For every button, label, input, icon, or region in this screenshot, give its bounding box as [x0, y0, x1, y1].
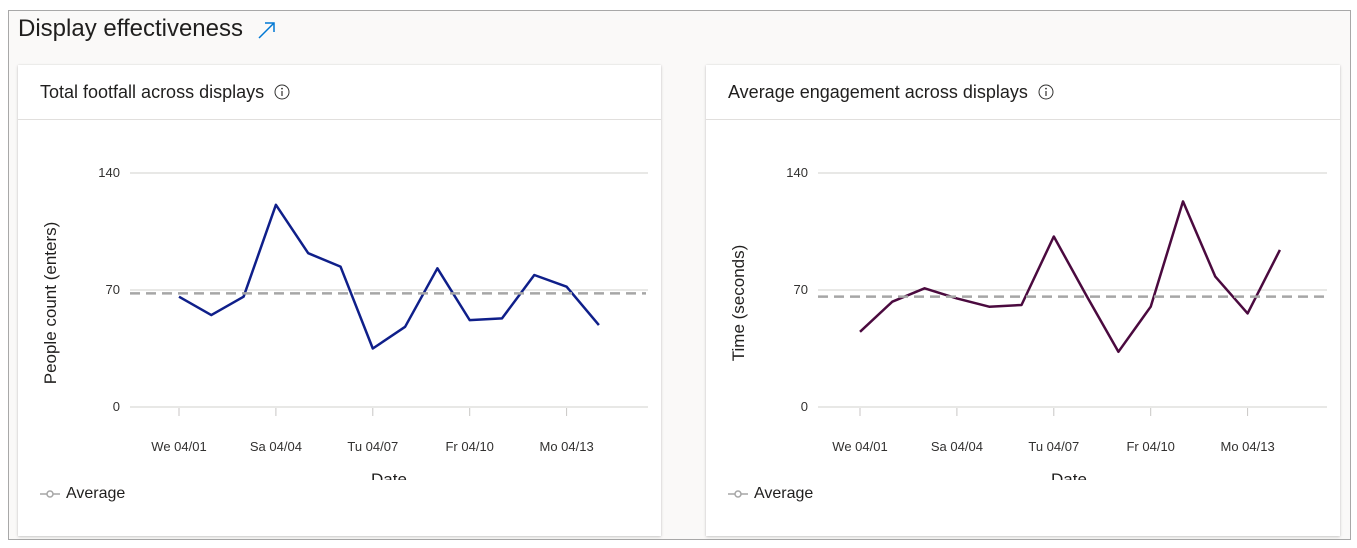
- x-tick-label: Tu 04/07: [1028, 439, 1079, 454]
- arrow-up-right-icon[interactable]: [257, 19, 277, 39]
- x-tick-label: We 04/01: [151, 439, 206, 454]
- x-axis-title: Date: [371, 470, 407, 480]
- y-tick-label: 140: [98, 165, 120, 180]
- legend-label: Average: [754, 485, 814, 502]
- info-icon[interactable]: [274, 84, 290, 100]
- card-title: Total footfall across displays: [40, 81, 265, 102]
- x-tick-label: Sa 04/04: [250, 439, 302, 454]
- legend-marker-icon: [40, 490, 60, 498]
- series-line: [859, 200, 1282, 354]
- x-tick-label: Sa 04/04: [931, 439, 983, 454]
- legend-label: Average: [66, 485, 126, 502]
- legend-marker-icon: [728, 490, 748, 498]
- y-tick-label: 0: [801, 399, 808, 414]
- dashboard-frame: Display effectiveness Total footfall acr…: [8, 10, 1351, 540]
- y-axis-title: Time (seconds): [729, 245, 748, 362]
- series-line: [178, 203, 600, 350]
- x-axis-title: Date: [1051, 470, 1087, 480]
- footfall-chart: 0 70 140 We 04/01 Sa 04/04 Tu 04/07 Fr 04/10 Mo…: [41, 165, 648, 480]
- x-tick-label: Fr 04/10: [445, 439, 493, 454]
- page-title: Display effectiveness: [18, 15, 277, 43]
- x-tick-label: We 04/01: [832, 439, 887, 454]
- engagement-chart: 0 70 140 We 04/01 Sa 04/04 Tu 04/07 Fr 04/10 Mo…: [729, 165, 1327, 480]
- card-title: Average engagement across displays: [728, 81, 1028, 102]
- y-tick-label: 0: [113, 399, 120, 414]
- engagement-card: Average engagement across displays 0 70 14…: [706, 65, 1340, 536]
- chart-legend[interactable]: Average: [728, 485, 813, 503]
- chart-legend[interactable]: Average: [40, 485, 125, 503]
- page-title-text: Display effectiveness: [18, 15, 243, 42]
- footfall-card: Total footfall across displays 0 70 140 We …: [18, 65, 661, 536]
- card-header: Total footfall across displays: [18, 65, 661, 120]
- x-tick-label: Fr 04/10: [1126, 439, 1174, 454]
- y-tick-label: 70: [106, 282, 120, 297]
- y-axis-title: People count (enters): [41, 222, 60, 385]
- y-tick-label: 140: [786, 165, 808, 180]
- x-tick-label: Mo 04/13: [539, 439, 593, 454]
- info-icon[interactable]: [1038, 84, 1054, 100]
- x-tick-label: Tu 04/07: [347, 439, 398, 454]
- y-tick-label: 70: [794, 282, 808, 297]
- x-tick-label: Mo 04/13: [1220, 439, 1274, 454]
- card-header: Average engagement across displays: [706, 65, 1340, 120]
